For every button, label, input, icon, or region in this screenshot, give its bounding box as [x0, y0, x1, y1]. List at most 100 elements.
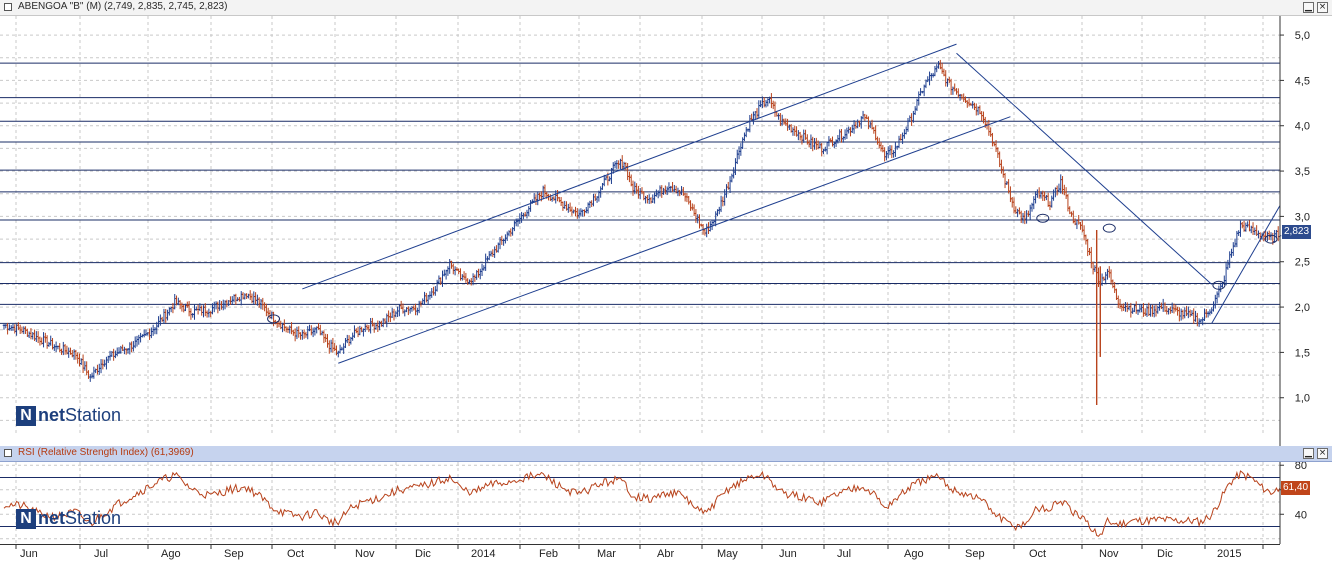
ohlc-bar	[576, 208, 579, 219]
ohlc-bar	[396, 306, 399, 317]
rsi-panel-titlebar: RSI (Relative Strength Index) (61,3969) …	[0, 446, 1332, 462]
ohlc-bar	[890, 145, 894, 159]
panel-menu-icon[interactable]	[4, 3, 12, 11]
ohlc-bar	[347, 335, 351, 347]
rsi-panel-title: RSI (Relative Strength Index) (61,3969)	[18, 447, 194, 458]
close-icon[interactable]: ×	[1317, 2, 1328, 13]
ohlc-bar	[1187, 306, 1190, 319]
x-axis-label: Oct	[1029, 548, 1046, 560]
ohlc-bar	[480, 263, 484, 276]
ohlc-bar	[272, 311, 275, 327]
ohlc-bar	[1253, 227, 1257, 235]
ohlc-bar	[879, 141, 883, 152]
ohlc-bar	[1257, 230, 1260, 239]
ohlc-bar	[1050, 195, 1054, 208]
ohlc-bar	[705, 223, 708, 238]
ohlc-bar	[906, 117, 910, 132]
minimize-icon[interactable]: ▁	[1303, 448, 1314, 459]
ohlc-bar	[252, 291, 256, 305]
ohlc-bar	[967, 98, 971, 107]
ohlc-bar	[1057, 183, 1061, 192]
ohlc-bar	[1224, 263, 1228, 286]
ohlc-bar	[813, 137, 816, 150]
x-axis-label: Sep	[224, 548, 244, 560]
ohlc-bar	[265, 303, 268, 317]
ohlc-bar	[214, 301, 218, 310]
ohlc-bar	[432, 286, 435, 296]
ohlc-bar	[592, 193, 595, 207]
ohlc-bar	[1091, 261, 1095, 275]
ohlc-bar	[913, 106, 917, 115]
ohlc-bar	[464, 272, 468, 283]
ohlc-bar	[1196, 312, 1199, 327]
price-grid	[0, 16, 1280, 436]
ohlc-bar	[410, 305, 414, 312]
rsi-chart: 406080	[0, 462, 1307, 544]
ohlc-bar	[74, 349, 78, 360]
ohlc-bar	[739, 143, 743, 156]
ohlc-bar	[162, 308, 166, 324]
ohlc-bar	[103, 359, 106, 367]
ohlc-bar	[356, 326, 360, 338]
ohlc-bar	[254, 292, 257, 305]
ohlc-bar	[838, 129, 841, 142]
ohlc-bar	[96, 364, 99, 375]
ohlc-bar	[735, 149, 739, 165]
close-icon[interactable]: ×	[1317, 448, 1328, 459]
ohlc-bar	[1217, 285, 1221, 298]
ohlc-bar	[344, 337, 347, 348]
ohlc-bar	[1143, 308, 1147, 317]
ohlc-bar	[293, 328, 297, 342]
ohlc-bar	[81, 354, 85, 373]
ohlc-bar	[933, 65, 937, 77]
ohlc-bar	[209, 311, 212, 318]
ohlc-bar	[1046, 192, 1050, 207]
ohlc-bar	[335, 345, 338, 356]
ohlc-bar	[1043, 191, 1046, 201]
ohlc-bar	[124, 348, 128, 355]
ohlc-bar	[572, 209, 576, 214]
price-panel: ABENGOA "B" (M) (2,749, 2,835, 2,745, 2,…	[0, 0, 1332, 446]
ohlc-bar	[840, 128, 843, 143]
ohlc-bar	[965, 100, 969, 108]
price-y-tick-label: 1,0	[1295, 393, 1310, 405]
ohlc-bar	[245, 293, 248, 299]
ohlc-bar	[306, 326, 310, 340]
ohlc-bar	[847, 126, 850, 134]
ohlc-bar	[135, 335, 139, 347]
ohlc-bar	[940, 62, 944, 74]
ohlc-bar	[696, 214, 700, 224]
ohlc-bar	[205, 310, 209, 318]
ohlc-bar	[703, 228, 707, 236]
ohlc-bar	[734, 158, 737, 175]
panel-menu-icon[interactable]	[4, 449, 12, 457]
ohlc-bar	[928, 71, 931, 86]
ohlc-bar	[1212, 301, 1215, 312]
ohlc-bar	[987, 119, 991, 136]
last-price-label: 2,823	[1282, 225, 1312, 240]
ohlc-bar	[885, 151, 888, 161]
ohlc-bar	[182, 304, 186, 313]
ohlc-bar	[229, 296, 232, 305]
ohlc-bar	[989, 127, 992, 137]
ohlc-bar	[552, 196, 556, 201]
annotation-ellipse	[1102, 223, 1116, 233]
x-axis: Jun Jul Ago Sep Oct Nov Dic 2014 Feb Mar Abr May Jun…	[0, 544, 1332, 561]
ohlc-bar	[1149, 304, 1152, 317]
netstation-logo-icon: N	[16, 405, 36, 426]
ohlc-bar	[20, 326, 24, 334]
ohlc-bar	[570, 206, 574, 216]
price-logo: N netStation	[16, 405, 121, 426]
ohlc-bar	[1251, 222, 1255, 236]
trendline	[1211, 205, 1281, 324]
ohlc-bar	[509, 228, 513, 237]
price-y-tick-label: 1,5	[1295, 347, 1310, 359]
minimize-icon[interactable]: ▁	[1303, 2, 1314, 13]
ohlc-bar	[493, 246, 496, 258]
ohlc-bar	[139, 332, 142, 343]
ohlc-bar	[728, 176, 732, 193]
ohlc-bar	[369, 318, 372, 334]
x-axis-background	[0, 544, 1332, 561]
ohlc-bar	[390, 307, 394, 319]
price-y-tick-label: 2,5	[1295, 257, 1310, 269]
